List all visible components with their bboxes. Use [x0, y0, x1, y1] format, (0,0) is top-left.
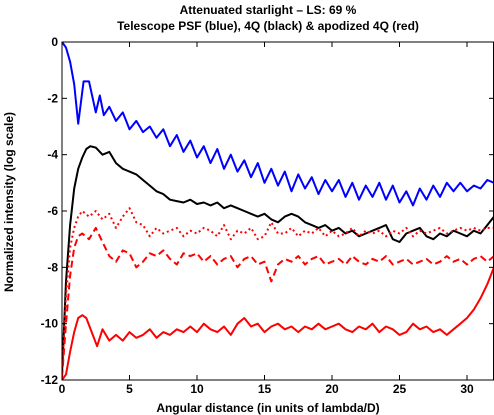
plot-area [62, 42, 494, 380]
chart-subtitle: Telescope PSF (blue), 4Q (black) & apodi… [117, 19, 419, 33]
y-tick-label: -8 [47, 260, 58, 274]
x-tick-label: 25 [393, 382, 407, 396]
x-tick-label: 20 [325, 382, 339, 396]
series-line-5 [62, 266, 494, 380]
x-axis-label: Angular distance (in units of lambda/D) [156, 401, 379, 415]
x-tick-label: 5 [126, 382, 133, 396]
series-line-1 [62, 42, 494, 207]
y-axis-label: Normalized intensity (log scale) [2, 112, 16, 292]
series-line-3 [62, 207, 494, 378]
x-tick-label: 30 [460, 382, 474, 396]
y-tick-label: -10 [41, 317, 59, 331]
axis-ticks: 0 5 10 15 20 25 30 0 -2 -4 -6 -8 -10 -12 [41, 35, 494, 396]
y-tick-label: -12 [41, 373, 59, 387]
x-tick-label: 0 [59, 382, 66, 396]
chart-title: Attenuated starlight – LS: 69 % [180, 3, 357, 17]
y-tick-label: 0 [51, 35, 58, 49]
x-tick-label: 15 [258, 382, 272, 396]
y-tick-label: -2 [47, 91, 58, 105]
y-tick-label: -4 [47, 148, 58, 162]
series-line-2 [62, 145, 494, 375]
series-line-4 [62, 226, 494, 378]
x-tick-label: 10 [190, 382, 204, 396]
y-tick-label: -6 [47, 204, 58, 218]
